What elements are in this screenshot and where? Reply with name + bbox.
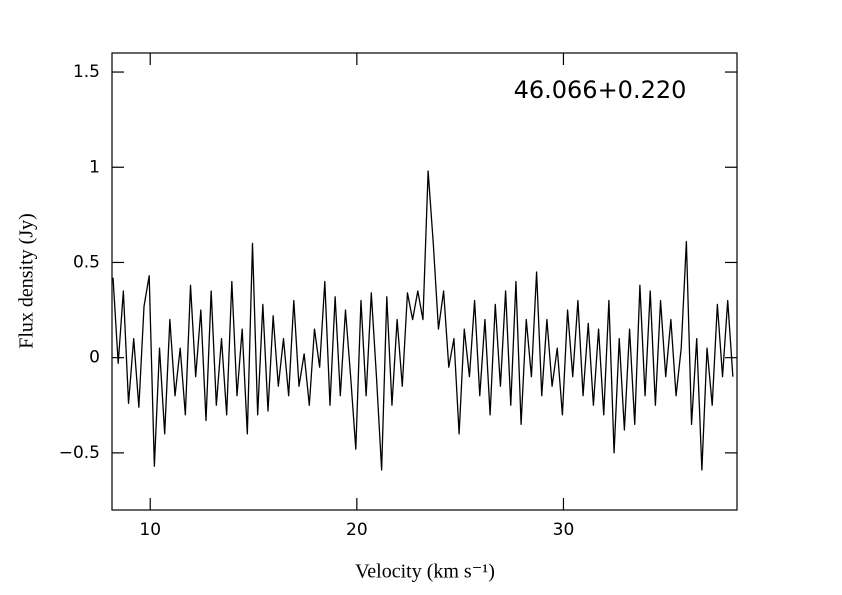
y-tick-label: 0 xyxy=(89,348,100,368)
x-axis-title: Velocity (km s⁻¹) xyxy=(355,561,495,583)
plot-frame xyxy=(111,52,738,511)
chart-title: 46.066+0.220 xyxy=(514,76,687,104)
x-tick-label: 20 xyxy=(346,520,368,540)
x-tick-label: 10 xyxy=(139,520,161,540)
y-tick-label: 1.5 xyxy=(73,62,100,82)
x-tick-label: 30 xyxy=(553,520,575,540)
spectrum-line xyxy=(112,170,734,471)
y-tick-label: 1 xyxy=(89,157,100,177)
y-axis-title: Flux density (Jy) xyxy=(16,213,38,349)
y-tick-label: 0.5 xyxy=(73,252,100,272)
y-tick-label: −0.5 xyxy=(59,443,100,463)
